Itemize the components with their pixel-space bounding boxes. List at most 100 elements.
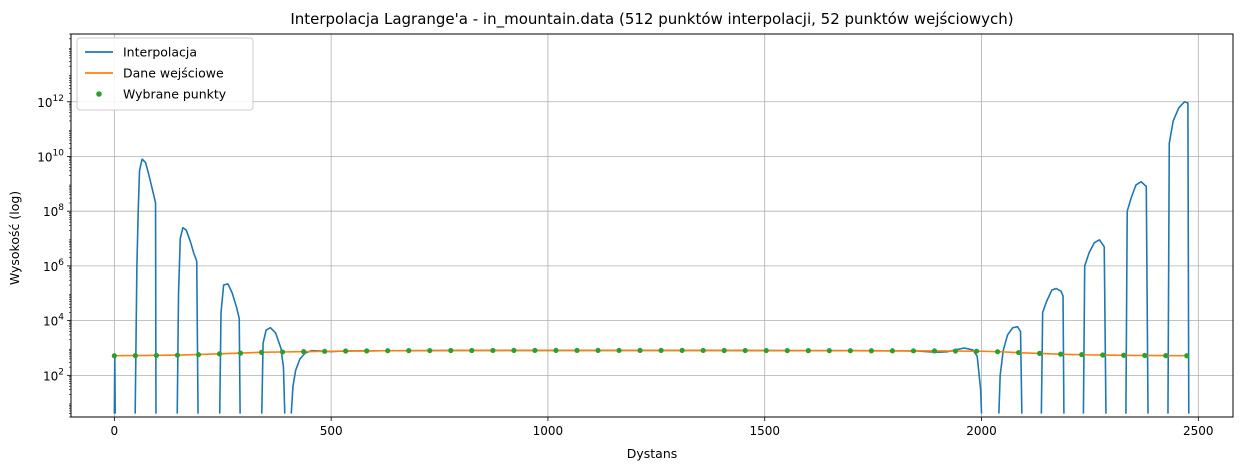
y-tick-base: 10 — [43, 315, 58, 329]
y-tick-label: 1012 — [37, 94, 64, 110]
y-tick-base: 10 — [43, 260, 58, 274]
series-line-interpolacja — [218, 283, 241, 414]
data-point-wybrane — [1163, 353, 1169, 359]
data-point-wybrane — [216, 351, 223, 357]
data-point-wybrane — [847, 348, 853, 354]
series-line-interpolacja — [260, 326, 286, 414]
x-axis-ticks: 0 500 1000 1500 2000 2500 — [111, 417, 1214, 438]
data-point-wybrane — [532, 347, 538, 354]
legend-label: Dane wejściowe — [123, 66, 224, 81]
x-tick-label: 1000 — [533, 424, 564, 438]
data-point-wybrane — [616, 347, 622, 354]
legend-label: Wybrane punkty — [123, 87, 227, 102]
series-line-interpolacja — [134, 158, 157, 414]
series-line-interpolacja — [998, 325, 1023, 414]
data-point-wybrane — [174, 352, 181, 358]
data-point-wybrane — [279, 349, 286, 355]
data-point-wybrane — [1037, 350, 1043, 356]
data-point-wybrane — [931, 348, 938, 354]
data-point-wybrane — [763, 347, 769, 354]
data-point-wybrane — [1100, 352, 1106, 358]
legend: Interpolacja Dane wejściowe Wybrane punkty — [76, 37, 254, 111]
data-point-wybrane — [805, 348, 811, 354]
data-point-wybrane — [469, 347, 475, 354]
data-point-wybrane — [237, 350, 244, 356]
series-line-dane-wejsciowe — [114, 349, 1188, 357]
data-point-wybrane — [910, 348, 917, 354]
data-point-wybrane — [826, 348, 832, 354]
chart-title: Interpolacja Lagrange'a - in_mountain.da… — [290, 10, 1013, 29]
data-point-wybrane — [1015, 349, 1022, 356]
data-point-wybrane — [1184, 353, 1190, 359]
x-tick-label: 2000 — [966, 424, 997, 438]
series-line-interpolacja — [1125, 180, 1149, 414]
y-tick-base: 10 — [37, 150, 52, 164]
data-point-wybrane — [301, 349, 307, 355]
data-point-wybrane — [490, 347, 496, 354]
data-point-wybrane — [994, 349, 1001, 355]
data-point-wybrane — [343, 348, 349, 354]
data-point-wybrane — [679, 347, 685, 354]
data-point-wybrane — [1121, 352, 1127, 358]
x-tick-label: 2500 — [1183, 424, 1214, 438]
series-line-interpolacja — [1167, 100, 1190, 414]
data-point-wybrane — [700, 347, 706, 354]
data-point-wybrane — [889, 348, 896, 354]
y-tick-label: 104 — [43, 313, 64, 329]
data-point-wybrane — [111, 353, 117, 359]
data-point-wybrane — [1142, 352, 1148, 359]
data-point-wybrane — [132, 353, 138, 359]
y-tick-base: 10 — [43, 205, 58, 219]
x-tick-label: 0 — [111, 424, 119, 438]
data-point-wybrane — [195, 352, 202, 358]
data-point-wybrane — [511, 347, 517, 354]
series-layer — [111, 100, 1190, 414]
y-tick-base: 10 — [43, 369, 58, 383]
data-point-wybrane — [952, 348, 959, 354]
data-point-wybrane — [1058, 351, 1064, 357]
data-point-wybrane — [364, 348, 370, 354]
data-point-wybrane — [153, 352, 160, 359]
data-point-wybrane — [385, 348, 391, 354]
series-line-interpolacja — [1082, 239, 1107, 414]
y-tick-base: 10 — [37, 96, 52, 110]
series-line-interpolacja — [176, 226, 199, 414]
data-point-wybrane — [637, 347, 643, 354]
y-tick-exponent: 10 — [53, 148, 65, 158]
data-point-wybrane — [973, 348, 980, 354]
y-tick-exponent: 8 — [58, 203, 64, 213]
data-point-wybrane — [658, 347, 664, 354]
y-tick-label: 108 — [43, 203, 64, 219]
y-tick-label: 106 — [43, 258, 64, 274]
data-point-wybrane — [553, 347, 559, 354]
data-point-wybrane — [784, 347, 790, 354]
y-tick-exponent: 6 — [58, 258, 64, 268]
y-tick-exponent: 2 — [58, 367, 64, 377]
data-point-wybrane — [595, 347, 601, 354]
legend-box — [76, 37, 254, 111]
data-point-wybrane — [322, 348, 328, 354]
data-point-wybrane — [258, 349, 265, 355]
grid — [71, 34, 1233, 417]
data-point-wybrane — [448, 347, 454, 354]
y-tick-exponent: 4 — [58, 313, 64, 323]
data-point-wybrane — [721, 347, 727, 354]
y-tick-label: 102 — [43, 367, 64, 383]
x-tick-label: 500 — [320, 424, 343, 438]
y-tick-exponent: 12 — [53, 94, 64, 104]
data-point-wybrane — [868, 348, 874, 354]
data-point-wybrane — [574, 347, 580, 354]
x-tick-label: 1500 — [749, 424, 780, 438]
data-point-wybrane — [427, 347, 433, 354]
data-point-wybrane — [742, 347, 748, 354]
series-line-interpolacja — [290, 347, 983, 414]
data-point-wybrane — [406, 348, 412, 354]
series-line-interpolacja — [113, 354, 117, 414]
series-line-interpolacja — [1040, 287, 1065, 414]
y-axis-label: Wysokość (log) — [7, 191, 22, 285]
data-point-wybrane — [1079, 352, 1085, 358]
legend-swatch — [96, 91, 102, 97]
y-tick-label: 1010 — [37, 148, 64, 164]
